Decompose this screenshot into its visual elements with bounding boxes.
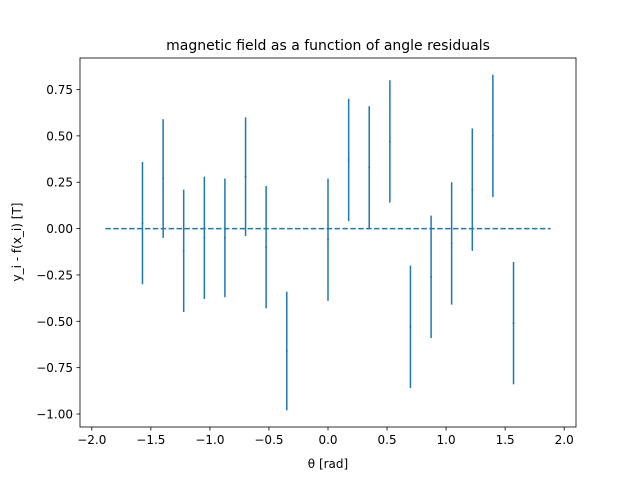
data-point-2 bbox=[182, 249, 185, 252]
data-point-5 bbox=[244, 175, 247, 178]
data-point-14 bbox=[450, 242, 453, 245]
data-point-13 bbox=[430, 275, 433, 278]
x-tick-label-1: −1.5 bbox=[136, 433, 165, 447]
y-tick-label-0: −1.00 bbox=[36, 408, 73, 422]
data-point-10 bbox=[368, 166, 371, 169]
plot-area bbox=[79, 57, 577, 428]
data-marks bbox=[105, 74, 551, 411]
data-point-12 bbox=[409, 325, 412, 328]
x-tick-label-0: −2.0 bbox=[77, 433, 106, 447]
data-point-9 bbox=[347, 158, 350, 161]
x-tick-label-8: 2.0 bbox=[555, 433, 574, 447]
y-tick-label-7: 0.75 bbox=[46, 83, 73, 97]
y-tick-label-6: 0.50 bbox=[46, 129, 73, 143]
x-tick-label-4: 0.0 bbox=[318, 433, 337, 447]
y-tick-label-3: −0.25 bbox=[36, 268, 73, 282]
x-tick-label-3: −0.5 bbox=[254, 433, 283, 447]
data-point-3 bbox=[203, 236, 206, 239]
data-point-0 bbox=[141, 222, 144, 225]
y-axis: −1.00 −0.75 −0.50 −0.25 0.00 0.25 0.50 0.75 bbox=[36, 83, 80, 422]
data-point-16 bbox=[491, 134, 494, 137]
x-tick-label-6: 1.0 bbox=[437, 433, 456, 447]
x-axis: −2.0 −1.5 −1.0 −0.5 0.0 0.5 1.0 1.5 2.0 bbox=[77, 427, 574, 447]
data-point-11 bbox=[388, 140, 391, 143]
data-point-4 bbox=[223, 236, 226, 239]
y-tick-label-4: 0.00 bbox=[46, 222, 73, 236]
data-point-6 bbox=[265, 246, 268, 249]
x-axis-label: θ [rad] bbox=[308, 457, 348, 471]
data-point-8 bbox=[327, 238, 329, 241]
x-tick-label-7: 1.5 bbox=[496, 433, 515, 447]
y-tick-label-1: −0.75 bbox=[36, 361, 73, 375]
data-point-17 bbox=[512, 322, 515, 325]
y-axis-label: y_i - f(x_i) [T] bbox=[10, 203, 24, 282]
chart-title: magnetic field as a function of angle re… bbox=[166, 38, 490, 54]
y-tick-label-2: −0.50 bbox=[36, 315, 73, 329]
data-point-1 bbox=[162, 177, 165, 180]
data-point-15 bbox=[471, 188, 474, 191]
data-point-7 bbox=[285, 349, 288, 352]
x-tick-label-2: −1.0 bbox=[195, 433, 224, 447]
y-tick-label-5: 0.25 bbox=[46, 176, 73, 190]
x-tick-label-5: 0.5 bbox=[378, 433, 397, 447]
